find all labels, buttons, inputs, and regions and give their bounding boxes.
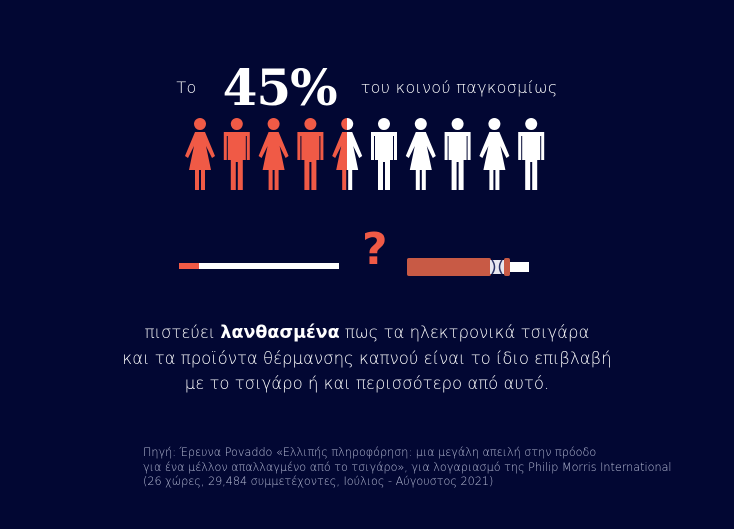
female-person-icon — [185, 118, 215, 190]
source-line-1: Πηγή: Έρευνα Povaddo «Ελλιπής πληροφόρησ… — [143, 446, 597, 459]
source-line-3: (26 χώρες, 29,484 συμμετέχοντες, Ιούλιος… — [143, 475, 494, 488]
heated-tobacco-device-icon — [407, 258, 529, 276]
headline-percent: 45% — [222, 58, 338, 117]
male-person-icon — [371, 118, 397, 190]
source-line-2: για ένα μέλλον απαλλαγμένο από το τσιγάρ… — [143, 460, 672, 474]
cigarette-lit-tip — [179, 263, 199, 269]
cigarette-icon — [179, 263, 339, 269]
male-person-icon — [297, 118, 324, 190]
male-person-icon — [518, 118, 545, 190]
statement-line-3: με το τσιγάρο ή και περισσότερο από αυτό… — [184, 374, 550, 393]
headline: Το 45% του κοινού παγκοσμίως — [0, 58, 734, 117]
female-person-icon — [332, 118, 363, 190]
statement-line-2: και τα προϊόντα θέρμανσης καπνού είναι τ… — [122, 349, 612, 368]
statement-line-1: πιστεύει λανθασμένα πως τα ηλεκτρονικά τ… — [0, 320, 734, 346]
female-person-icon — [258, 118, 289, 190]
source-note: Πηγή: Έρευνα Povaddo «Ελλιπής πληροφόρησ… — [143, 446, 672, 490]
statement-text: πιστεύει — [144, 323, 221, 342]
headline-suffix: του κοινού παγκοσμίως — [360, 78, 558, 97]
headline-prefix: Το — [176, 78, 197, 97]
question-mark: ? — [362, 224, 388, 275]
statement-text: πως τα ηλεκτρονικά τσιγάρα — [339, 323, 590, 342]
female-person-icon — [405, 118, 436, 190]
male-person-icon — [223, 118, 250, 190]
people-pictogram — [185, 118, 545, 190]
statement-emphasis: λανθασμένα — [220, 323, 340, 343]
female-person-icon — [479, 118, 510, 190]
statement: πιστεύει λανθασμένα πως τα ηλεκτρονικά τ… — [0, 320, 734, 396]
male-person-icon — [444, 118, 471, 190]
